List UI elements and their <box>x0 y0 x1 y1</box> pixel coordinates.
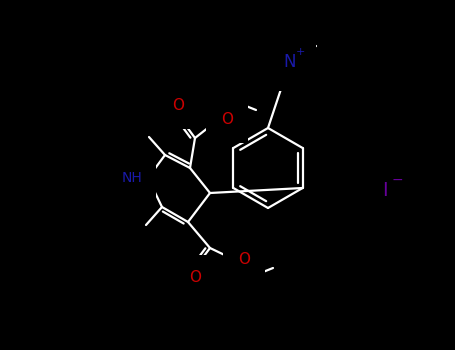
Text: O: O <box>189 271 201 286</box>
Text: I: I <box>382 181 388 199</box>
Text: O: O <box>221 112 233 127</box>
Text: N: N <box>284 53 296 71</box>
Text: O: O <box>238 252 250 267</box>
Text: O: O <box>172 98 184 113</box>
Text: NH: NH <box>121 171 142 185</box>
Text: +: + <box>295 47 305 57</box>
Text: −: − <box>391 173 403 187</box>
